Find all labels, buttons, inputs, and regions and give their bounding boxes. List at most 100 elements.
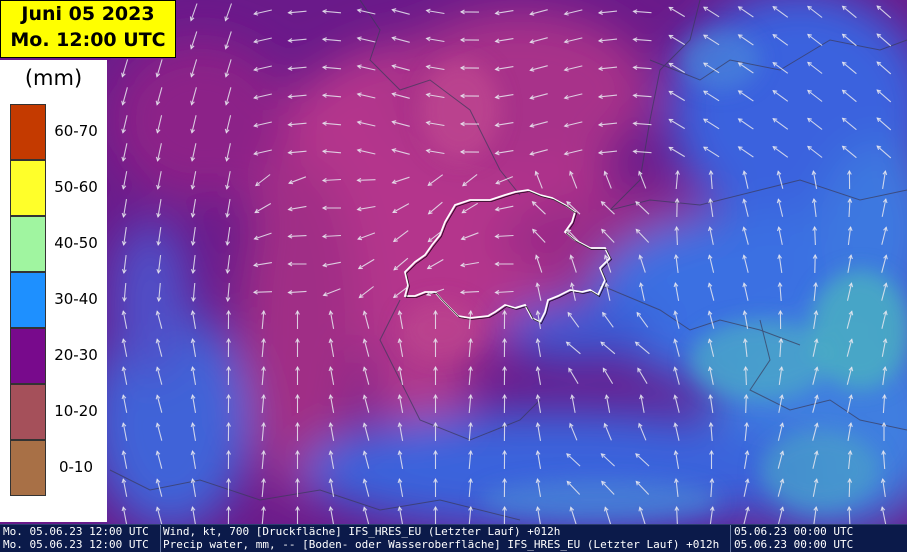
wind-arrow-head xyxy=(121,478,127,484)
wind-arrow-head xyxy=(494,94,500,100)
wind-arrow-head xyxy=(529,151,535,156)
wind-arrow-head xyxy=(190,156,196,162)
wind-arrow-head xyxy=(155,100,161,106)
wind-arrow-head xyxy=(675,169,680,175)
wind-arrow-head xyxy=(737,34,743,39)
wind-arrow-head xyxy=(882,169,888,176)
wind-arrow xyxy=(604,171,612,189)
wind-arrow xyxy=(224,3,233,21)
wind-arrow xyxy=(881,311,887,329)
wind-arrow xyxy=(392,149,410,155)
wind-arrow xyxy=(633,94,652,98)
wind-arrow xyxy=(398,339,404,357)
wind-arrow xyxy=(157,171,162,189)
wind-arrow xyxy=(392,176,410,184)
wind-arrow-head xyxy=(190,100,195,106)
wind-arrow-head xyxy=(224,156,230,162)
wind-arrow-head xyxy=(392,293,398,299)
wind-arrow-head xyxy=(190,505,196,512)
wind-arrow xyxy=(635,481,650,495)
wind-arrow xyxy=(226,255,231,273)
wind-arrow xyxy=(123,255,127,273)
wind-arrow xyxy=(675,255,679,273)
wind-arrow xyxy=(569,423,578,441)
wind-arrow-head xyxy=(287,206,293,212)
wind-arrow-head xyxy=(121,100,126,106)
wind-arrow-head xyxy=(639,394,644,400)
wind-arrow-head xyxy=(883,254,888,260)
wind-arrow-head xyxy=(391,92,397,97)
wind-arrow xyxy=(848,450,851,470)
wind-arrow xyxy=(158,282,161,302)
wind-arrow-head xyxy=(635,201,640,206)
wind-arrow xyxy=(882,367,886,385)
wind-arrow-head xyxy=(813,450,819,456)
wind-arrow xyxy=(363,367,370,385)
wind-arrow xyxy=(392,37,410,43)
wind-arrow-head xyxy=(779,450,785,456)
wind-arrow xyxy=(881,255,887,273)
wind-arrow xyxy=(847,227,852,245)
wind-arrow xyxy=(530,65,548,71)
wind-arrow-head xyxy=(295,337,300,343)
wind-arrow-head xyxy=(779,478,785,484)
wind-arrow-head xyxy=(321,93,327,98)
wind-arrow-head xyxy=(529,39,535,44)
wind-arrow-head xyxy=(155,394,161,400)
wind-arrow-head xyxy=(356,120,362,126)
wind-arrow xyxy=(777,479,784,497)
wind-arrow-head xyxy=(397,505,403,512)
wind-arrow-head xyxy=(356,148,362,154)
wind-arrow-head xyxy=(708,197,714,204)
wind-arrow xyxy=(357,205,376,211)
wind-arrow-head xyxy=(121,506,127,512)
wind-arrow xyxy=(807,118,823,130)
wind-arrow-head xyxy=(433,337,438,343)
wind-arrow-head xyxy=(494,206,500,212)
wind-arrow-head xyxy=(253,235,259,241)
wind-arrow-head xyxy=(189,44,195,50)
wind-arrow xyxy=(743,171,749,189)
wind-arrow-head xyxy=(707,282,713,288)
wind-arrow xyxy=(744,422,748,442)
wind-arrow xyxy=(640,283,645,301)
wind-arrow-head xyxy=(468,449,473,455)
wind-arrow xyxy=(254,65,272,71)
wind-arrow xyxy=(633,66,652,70)
wind-arrow-head xyxy=(744,478,750,484)
wind-arrow-head xyxy=(121,268,127,275)
wind-arrow xyxy=(778,255,783,273)
wind-arrow xyxy=(807,146,823,158)
wind-arrow xyxy=(398,423,404,441)
wind-arrow xyxy=(535,255,543,273)
wind-arrow xyxy=(530,93,548,99)
wind-arrow xyxy=(566,229,581,243)
wind-arrow xyxy=(669,62,685,74)
wind-arrow-head xyxy=(876,117,882,122)
wind-arrow-head xyxy=(841,89,847,95)
wind-arrow-head xyxy=(494,261,500,267)
wind-arrow xyxy=(329,507,334,524)
wind-arrow xyxy=(812,451,818,469)
wind-arrow xyxy=(392,121,410,127)
wind-arrow-head xyxy=(261,309,266,315)
legend-unit: (mm) xyxy=(24,66,83,90)
wind-arrow-head xyxy=(121,310,127,316)
wind-arrow-head xyxy=(155,422,161,428)
wind-arrow xyxy=(288,122,307,126)
wind-arrow xyxy=(156,479,163,497)
wind-arrow-head xyxy=(362,310,368,316)
wind-arrow-head xyxy=(433,393,438,399)
wind-arrow xyxy=(426,121,445,127)
wind-arrow xyxy=(710,170,713,190)
wind-arrow-head xyxy=(122,297,127,303)
wind-arrow xyxy=(359,286,374,298)
wind-arrow-head xyxy=(702,118,708,123)
wind-arrow-head xyxy=(190,241,196,247)
wind-arrow xyxy=(639,507,646,524)
wind-arrow-head xyxy=(814,422,819,428)
wind-arrow xyxy=(633,10,652,14)
wind-arrow-head xyxy=(674,197,680,203)
wind-arrow xyxy=(807,34,823,46)
wind-arrow xyxy=(881,227,887,245)
